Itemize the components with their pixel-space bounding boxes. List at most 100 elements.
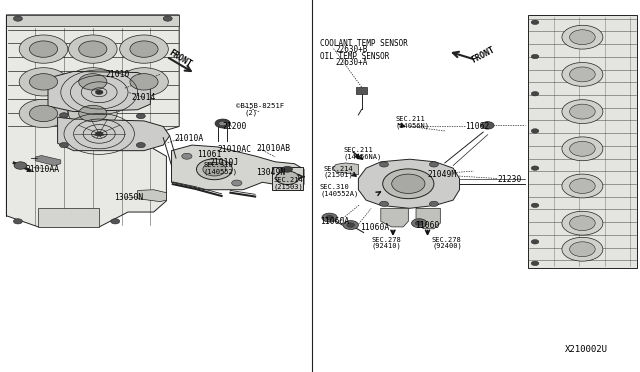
Circle shape	[182, 153, 192, 159]
Circle shape	[383, 169, 434, 199]
Circle shape	[562, 100, 603, 124]
Circle shape	[219, 121, 227, 126]
Circle shape	[562, 174, 603, 198]
Circle shape	[562, 62, 603, 86]
Text: (21503): (21503)	[274, 183, 303, 190]
Circle shape	[570, 67, 595, 82]
Text: (92410): (92410)	[371, 243, 401, 249]
Circle shape	[19, 35, 68, 63]
Polygon shape	[38, 208, 99, 227]
Circle shape	[380, 162, 388, 167]
Text: (14056NA): (14056NA)	[344, 153, 382, 160]
Text: 21010AB: 21010AB	[256, 144, 290, 153]
Polygon shape	[356, 87, 367, 94]
Text: 22630+A: 22630+A	[335, 58, 368, 67]
Text: 11062: 11062	[465, 122, 489, 131]
Circle shape	[215, 119, 230, 128]
Circle shape	[380, 201, 388, 206]
Text: 13050N: 13050N	[114, 193, 143, 202]
Circle shape	[111, 219, 120, 224]
Polygon shape	[58, 117, 170, 151]
Circle shape	[163, 16, 172, 21]
Circle shape	[29, 41, 58, 57]
Circle shape	[562, 211, 603, 235]
Circle shape	[326, 215, 333, 220]
Text: FRONT: FRONT	[470, 45, 497, 65]
Circle shape	[531, 203, 539, 208]
Text: 21200: 21200	[223, 122, 247, 131]
Circle shape	[13, 219, 22, 224]
Text: 11060A: 11060A	[320, 217, 349, 226]
Circle shape	[29, 105, 58, 122]
Circle shape	[531, 54, 539, 59]
Circle shape	[79, 105, 107, 122]
Circle shape	[562, 137, 603, 161]
Circle shape	[570, 179, 595, 193]
Polygon shape	[48, 71, 150, 112]
Polygon shape	[138, 190, 166, 202]
Circle shape	[531, 20, 539, 25]
Circle shape	[120, 68, 168, 96]
Circle shape	[19, 68, 68, 96]
FancyBboxPatch shape	[272, 167, 303, 190]
Circle shape	[279, 168, 287, 172]
Polygon shape	[6, 15, 179, 26]
Polygon shape	[6, 15, 179, 227]
Circle shape	[68, 68, 117, 96]
Text: FRONT: FRONT	[168, 48, 194, 69]
Circle shape	[562, 237, 603, 261]
Text: 13049N: 13049N	[256, 169, 285, 177]
Text: SEC.211: SEC.211	[396, 116, 425, 122]
Circle shape	[60, 142, 68, 148]
Text: ©B15B-8251F: ©B15B-8251F	[236, 103, 284, 109]
Circle shape	[14, 162, 27, 169]
Circle shape	[95, 132, 103, 136]
Circle shape	[531, 129, 539, 133]
Polygon shape	[381, 208, 408, 227]
Circle shape	[531, 92, 539, 96]
Text: SEC.310: SEC.310	[204, 162, 233, 168]
Circle shape	[343, 221, 358, 230]
Circle shape	[415, 221, 423, 225]
Polygon shape	[416, 208, 440, 229]
Text: 21014: 21014	[131, 93, 156, 102]
Text: 21010AC: 21010AC	[218, 145, 252, 154]
Circle shape	[232, 180, 242, 186]
Text: 11061: 11061	[197, 150, 221, 159]
Circle shape	[136, 142, 145, 148]
Polygon shape	[172, 145, 304, 190]
Circle shape	[570, 30, 595, 45]
Text: (2): (2)	[244, 109, 258, 116]
Circle shape	[412, 219, 427, 228]
Text: (140552): (140552)	[204, 168, 237, 175]
Text: SEC.310: SEC.310	[320, 185, 349, 190]
Circle shape	[429, 162, 438, 167]
Circle shape	[29, 74, 58, 90]
Text: COOLANT TEMP SENSOR: COOLANT TEMP SENSOR	[320, 39, 408, 48]
Polygon shape	[35, 155, 61, 166]
Polygon shape	[358, 159, 460, 208]
Text: SEC.211: SEC.211	[344, 147, 373, 153]
Text: 21010J: 21010J	[210, 158, 239, 167]
Circle shape	[68, 99, 117, 128]
Text: 21010A: 21010A	[174, 134, 204, 142]
Circle shape	[531, 166, 539, 170]
Text: X210002U: X210002U	[565, 345, 608, 354]
Circle shape	[60, 113, 68, 118]
Circle shape	[429, 201, 438, 206]
Text: SEC.214: SEC.214	[323, 166, 353, 172]
Polygon shape	[333, 163, 358, 175]
Text: SEC.214: SEC.214	[274, 177, 303, 183]
Text: (92400): (92400)	[432, 243, 461, 249]
Polygon shape	[528, 15, 637, 268]
Circle shape	[130, 74, 158, 90]
Circle shape	[276, 171, 299, 185]
Circle shape	[130, 41, 158, 57]
Text: SEC.278: SEC.278	[371, 237, 401, 243]
Circle shape	[196, 159, 232, 180]
Circle shape	[68, 35, 117, 63]
Circle shape	[531, 261, 539, 266]
Text: (21501): (21501)	[323, 172, 353, 179]
Circle shape	[570, 104, 595, 119]
Circle shape	[562, 25, 603, 49]
